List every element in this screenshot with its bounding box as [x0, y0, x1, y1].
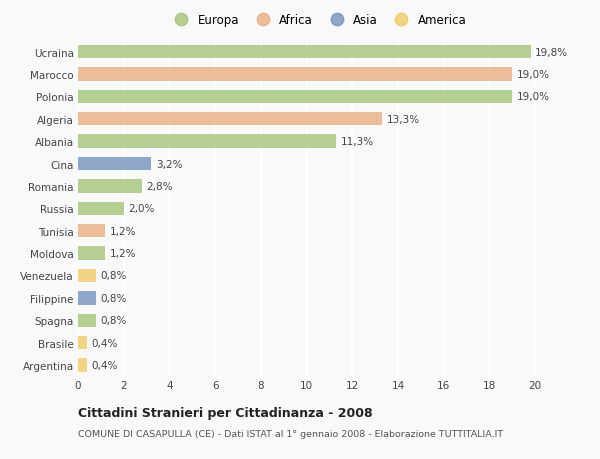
Bar [78, 336, 87, 350]
Text: 13,3%: 13,3% [386, 114, 419, 124]
Bar [78, 202, 124, 216]
Bar [78, 358, 87, 372]
Bar [78, 180, 142, 193]
Text: 0,4%: 0,4% [92, 360, 118, 370]
Bar [78, 224, 106, 238]
Text: 1,2%: 1,2% [110, 248, 137, 258]
Legend: Europa, Africa, Asia, America: Europa, Africa, Asia, America [164, 10, 472, 32]
Bar [78, 157, 151, 171]
Bar [78, 314, 96, 327]
Text: 2,8%: 2,8% [146, 181, 173, 191]
Bar [78, 113, 382, 126]
Text: 19,0%: 19,0% [517, 92, 550, 102]
Text: 0,4%: 0,4% [92, 338, 118, 348]
Bar [78, 247, 106, 260]
Text: 3,2%: 3,2% [156, 159, 182, 169]
Bar [78, 269, 96, 283]
Text: Cittadini Stranieri per Cittadinanza - 2008: Cittadini Stranieri per Cittadinanza - 2… [78, 406, 373, 419]
Bar [78, 135, 336, 149]
Bar [78, 46, 530, 59]
Bar [78, 68, 512, 82]
Text: 2,0%: 2,0% [128, 204, 155, 214]
Text: 19,8%: 19,8% [535, 47, 568, 57]
Text: COMUNE DI CASAPULLA (CE) - Dati ISTAT al 1° gennaio 2008 - Elaborazione TUTTITAL: COMUNE DI CASAPULLA (CE) - Dati ISTAT al… [78, 429, 503, 438]
Text: 0,8%: 0,8% [101, 293, 127, 303]
Text: 0,8%: 0,8% [101, 315, 127, 325]
Text: 0,8%: 0,8% [101, 271, 127, 281]
Text: 11,3%: 11,3% [341, 137, 374, 147]
Text: 1,2%: 1,2% [110, 226, 137, 236]
Text: 19,0%: 19,0% [517, 70, 550, 80]
Bar [78, 90, 512, 104]
Bar [78, 291, 96, 305]
